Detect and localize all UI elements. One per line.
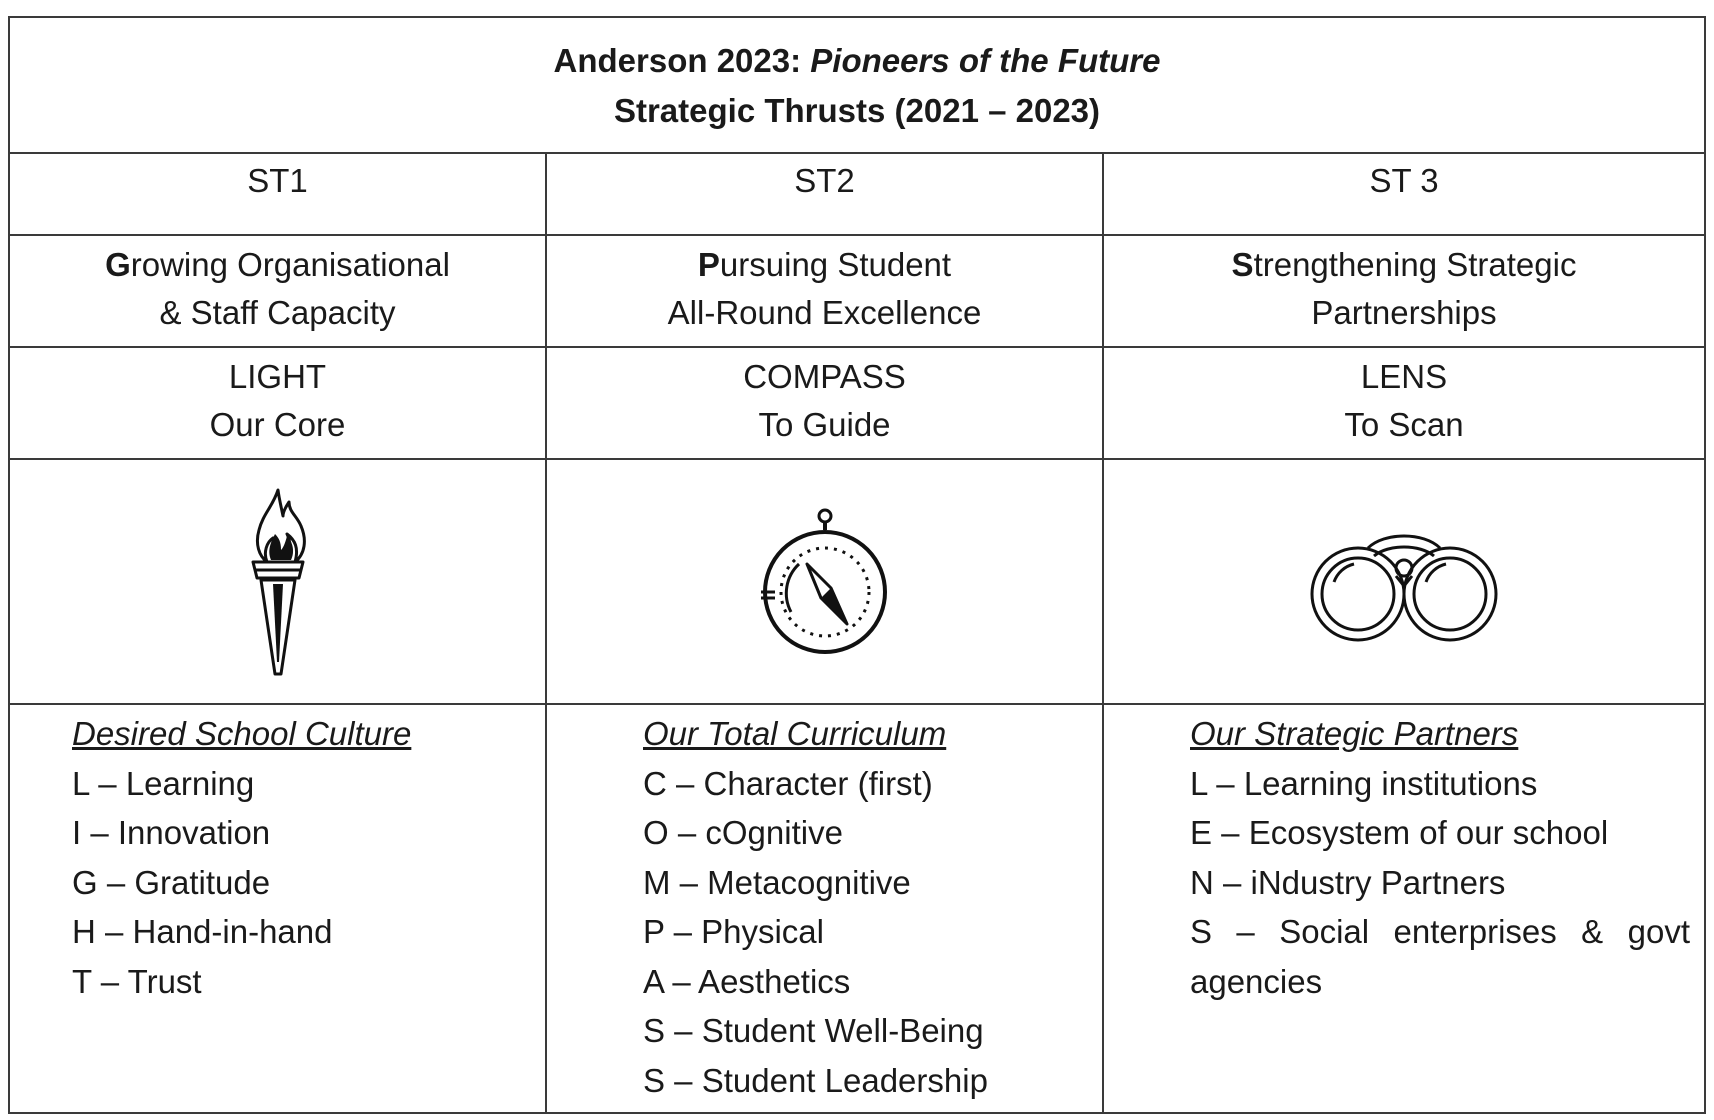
title-line-2: Strategic Thrusts (2021 – 2023) [613,92,1101,129]
list-item: M – Metacognitive [643,863,911,901]
st1-code: ST1 [10,154,547,236]
st1-icon-cell [10,460,547,705]
st3-thrust-initial: S [1231,246,1254,283]
st3-list: Our Strategic Partners L – Learning inst… [1190,709,1704,1006]
st1-thrust-name: Growing Organisational & Staff Capacity [10,236,547,348]
list-item: G – Gratitude [72,863,271,901]
st3-list-cell: Our Strategic Partners L – Learning inst… [1104,705,1704,1114]
compass-icon [760,508,887,654]
list-item: C – Character (first) [643,764,933,802]
st1-list: Desired School Culture L – Learning I – … [72,709,545,1006]
table-body: ST1 ST2 ST 3 Growing Organisational & St… [10,154,1704,1114]
st2-thrust-initial: P [697,246,720,283]
st3-icon-cell [1104,460,1704,705]
st3-symbol-name: LENS [1360,358,1448,395]
st2-thrust-line1: Pursuing Student [547,241,1102,289]
st1-list-cell: Desired School Culture L – Learning I – … [10,705,547,1114]
list-item: L – Learning institutions [1190,764,1538,802]
torch-icon [251,488,306,675]
st2-icon-cell [547,460,1104,705]
list-item: E – Ecosystem of our school [1190,814,1609,851]
list-item: I – Innovation [72,814,271,851]
st1-list-heading: Desired School Culture [72,715,412,752]
list-item: N – iNdustry Partners [1190,863,1506,901]
st1-thrust-initial: G [105,246,131,283]
list-item: S – Student Leadership [643,1061,988,1099]
st2-thrust-line2: All-Round Excellence [667,294,982,331]
st2-list-cell: Our Total Curriculum C – Character (firs… [547,705,1104,1114]
st2-list-heading: Our Total Curriculum [643,715,947,752]
st3-thrust-line2: Partnerships [1311,294,1497,331]
title-school-year: Anderson 2023: [553,42,811,79]
table-title: Anderson 2023: Pioneers of the Future St… [10,18,1704,154]
list-item: L – Learning [72,764,255,802]
list-item: A – Aesthetics [643,962,851,1000]
list-item: T – Trust [72,962,202,1000]
st3-symbol: LENS To Scan [1104,348,1704,460]
list-item: P – Physical [643,913,824,950]
st2-list: Our Total Curriculum C – Character (firs… [643,709,1102,1105]
st2-code: ST2 [547,154,1104,236]
st2-symbol-name: COMPASS [743,358,906,395]
binoculars-icon [1310,534,1498,641]
list-item: O – cOgnitive [643,814,843,851]
st3-code: ST 3 [1104,154,1704,236]
title-theme: Pioneers of the Future [810,42,1161,79]
st3-thrust-rest: trengthening Strategic [1253,246,1577,283]
list-item: H – Hand-in-hand [72,913,333,950]
st2-thrust-name: Pursuing Student All-Round Excellence [547,236,1104,348]
st1-symbol: LIGHT Our Core [10,348,547,460]
list-item: S – Student Well-Being [643,1012,984,1049]
st1-thrust-rest: rowing Organisational [130,246,450,283]
st3-list-heading: Our Strategic Partners [1190,715,1519,752]
st1-symbol-name: LIGHT [228,358,327,395]
title-line-1: Anderson 2023: Pioneers of the Future [10,36,1704,86]
st1-thrust-line1: Growing Organisational [10,241,545,289]
st2-symbol: COMPASS To Guide [547,348,1104,460]
st3-symbol-caption: To Scan [1344,406,1464,443]
st1-thrust-line2: & Staff Capacity [159,294,396,331]
list-item: S – Social enterprises & govt agencies [1190,913,1690,1000]
strategic-thrusts-table: Anderson 2023: Pioneers of the Future St… [8,16,1706,1114]
st2-thrust-rest: ursuing Student [719,246,952,283]
st3-thrust-line1: Strengthening Strategic [1104,241,1704,289]
st2-symbol-caption: To Guide [758,406,891,443]
st1-symbol-caption: Our Core [209,406,346,443]
st3-thrust-name: Strengthening Strategic Partnerships [1104,236,1704,348]
